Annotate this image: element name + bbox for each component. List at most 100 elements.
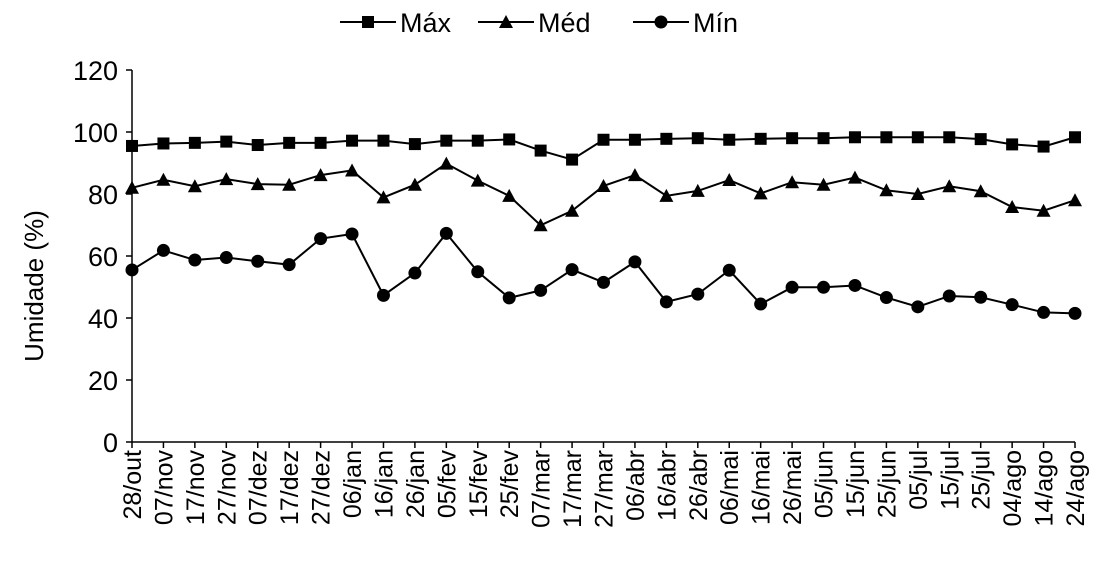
data-point xyxy=(1037,140,1050,153)
data-point xyxy=(973,184,988,198)
data-point xyxy=(314,232,328,246)
data-point xyxy=(942,289,956,303)
legend-label: Mín xyxy=(693,8,738,38)
data-point xyxy=(816,177,831,191)
data-point xyxy=(220,135,233,148)
legend-label: Méd xyxy=(538,8,591,38)
x-tick-label: 05/jul xyxy=(905,450,933,510)
series-1 xyxy=(125,156,1082,232)
data-point xyxy=(157,137,170,150)
data-point xyxy=(313,168,328,182)
y-tick-label: 120 xyxy=(73,56,118,86)
data-point xyxy=(126,139,138,152)
data-point xyxy=(848,278,862,292)
x-tick-label: 17/nov xyxy=(182,450,210,526)
data-point xyxy=(974,133,987,146)
x-tick-label: 24/ago xyxy=(1062,450,1090,526)
data-point xyxy=(1005,298,1019,312)
y-tick-label: 0 xyxy=(103,428,118,458)
series-0 xyxy=(126,131,1081,166)
data-point xyxy=(722,173,737,187)
legend-item: Mín xyxy=(633,8,738,38)
data-point xyxy=(471,265,485,279)
x-tick-label: 17/dez xyxy=(276,450,304,525)
y-tick-label: 40 xyxy=(88,304,118,334)
data-point xyxy=(440,134,453,147)
data-point xyxy=(1069,131,1081,144)
x-tick-label: 15/fev xyxy=(465,450,493,519)
data-point xyxy=(439,226,453,240)
legend-label: Máx xyxy=(400,8,452,38)
data-point xyxy=(691,132,704,145)
data-point xyxy=(848,131,861,144)
data-point xyxy=(408,266,422,280)
x-tick-label: 28/out xyxy=(119,450,147,520)
y-axis-title: Umidade (%) xyxy=(19,210,49,362)
legend: Máx Méd Mín xyxy=(340,8,738,38)
x-tick-label: 07/dez xyxy=(245,450,273,525)
series-line xyxy=(131,231,1076,315)
x-tick-label: 26/jan xyxy=(402,450,430,518)
x-tick-label: 26/mai xyxy=(779,450,807,525)
data-point xyxy=(659,188,674,202)
data-point xyxy=(1006,138,1019,151)
data-point xyxy=(407,177,422,191)
data-point xyxy=(345,227,359,241)
x-tick-label: 27/mar xyxy=(591,450,619,528)
data-point xyxy=(251,139,264,152)
data-point xyxy=(659,295,673,309)
data-point xyxy=(627,168,642,182)
data-point xyxy=(847,170,862,184)
x-tick-label: 16/abr xyxy=(653,450,681,521)
x-tick-label: 27/nov xyxy=(213,450,241,526)
data-point xyxy=(439,156,454,170)
x-tick-label: 25/jul xyxy=(968,450,996,510)
legend-marker xyxy=(362,16,374,28)
x-tick-label: 14/ago xyxy=(1031,450,1059,526)
data-point xyxy=(533,218,548,232)
x-tick-label: 15/jul xyxy=(936,450,964,510)
y-tick-label: 80 xyxy=(88,180,118,210)
data-point xyxy=(502,188,517,202)
data-point xyxy=(503,133,516,146)
data-point xyxy=(219,172,234,186)
x-tick-label: 07/mar xyxy=(528,450,556,528)
data-point xyxy=(722,263,736,277)
data-point xyxy=(250,177,265,191)
series-2 xyxy=(125,226,1082,320)
legend-marker xyxy=(499,15,513,28)
data-point xyxy=(314,136,327,149)
x-tick-label: 06/jan xyxy=(339,450,367,518)
data-point xyxy=(282,258,296,272)
x-tick-label: 27/dez xyxy=(308,450,336,525)
data-point xyxy=(754,132,767,145)
data-point xyxy=(346,134,359,147)
x-tick-label: 26/abr xyxy=(685,450,713,521)
data-point xyxy=(565,203,580,217)
data-point xyxy=(534,144,547,157)
x-tick-label: 17/mar xyxy=(559,450,587,528)
data-point xyxy=(879,291,893,305)
y-tick-label: 60 xyxy=(88,242,118,272)
data-point xyxy=(156,172,171,186)
data-point xyxy=(691,287,705,301)
data-point xyxy=(786,132,799,145)
data-point xyxy=(1068,306,1082,320)
data-point xyxy=(723,133,736,146)
data-point xyxy=(566,153,579,166)
legend-marker xyxy=(654,15,668,29)
data-point xyxy=(910,187,925,200)
data-point xyxy=(376,288,390,302)
data-point xyxy=(502,291,516,305)
data-point xyxy=(283,136,296,149)
data-point xyxy=(565,263,579,277)
data-point xyxy=(911,300,925,314)
data-point xyxy=(911,131,924,144)
y-tick-label: 20 xyxy=(88,366,118,396)
x-tick-label: 05/fev xyxy=(433,450,461,519)
y-tick-label: 100 xyxy=(73,118,118,148)
x-tick-label: 16/jan xyxy=(370,450,398,518)
